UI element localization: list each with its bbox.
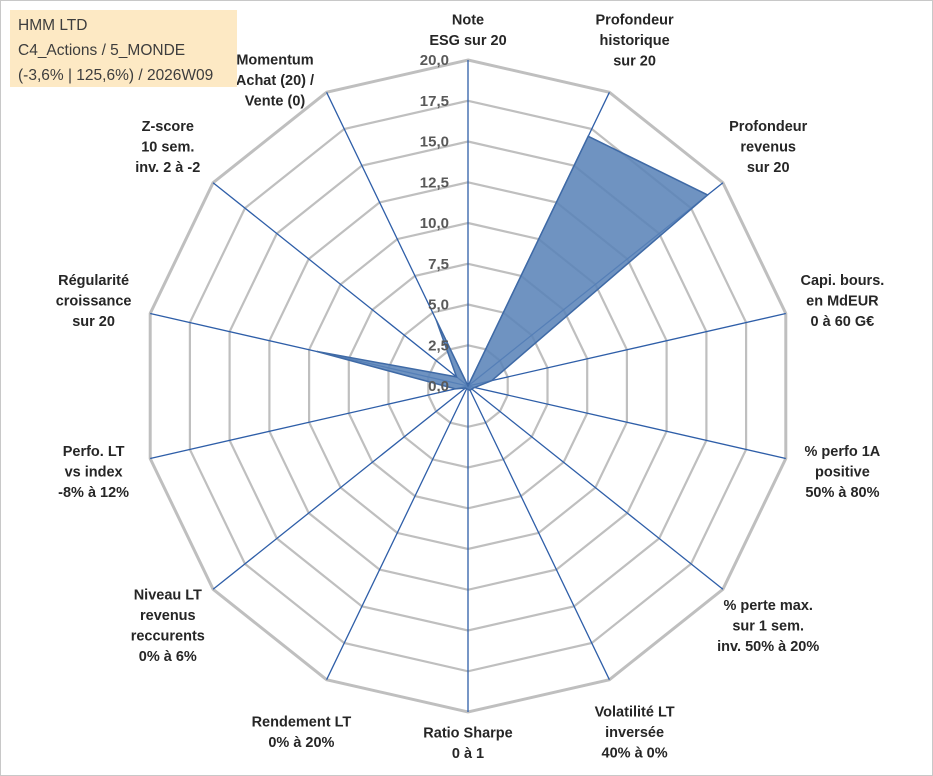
axis-label-line: 0 à 1 bbox=[452, 746, 484, 762]
axis-label-line: 40% à 0% bbox=[602, 746, 668, 762]
axis-label-line: % perfo 1A bbox=[805, 444, 881, 460]
spoke-13 bbox=[212, 182, 469, 387]
axis-label-line: 0% à 6% bbox=[139, 649, 197, 665]
tick-label: 2,5 bbox=[428, 337, 449, 354]
tick-label: 12,5 bbox=[420, 174, 449, 191]
spoke-7 bbox=[467, 385, 610, 680]
axis-label-line: Ratio Sharpe bbox=[423, 725, 512, 741]
company-name: HMM LTD bbox=[18, 17, 88, 34]
axis-label-line: inv. 2 à -2 bbox=[135, 160, 200, 176]
spoke-4 bbox=[467, 312, 786, 387]
axis-label-5: % perfo 1A positive 50% à 80% bbox=[805, 444, 881, 501]
axis-label-7: Volatilité LT inversée 40% à 0% bbox=[595, 705, 675, 762]
spoke-5 bbox=[467, 385, 786, 460]
axis-label-1: Note ESG sur 20 bbox=[429, 13, 506, 50]
axis-label-line: Niveau LT bbox=[134, 588, 202, 604]
axis-label-line: -8% à 12% bbox=[58, 485, 129, 501]
axis-label-14: Momentum Achat (20) / Vente (0) bbox=[236, 53, 314, 110]
spoke-10 bbox=[212, 385, 469, 590]
axis-label-8: Ratio Sharpe 0 à 1 bbox=[423, 725, 512, 762]
portfolio-category: C4_Actions / 5_MONDE bbox=[18, 42, 186, 59]
axis-label-line: inversée bbox=[605, 725, 664, 741]
axis-label-line: 0% à 20% bbox=[268, 735, 334, 751]
axis-label-line: 0 à 60 G€ bbox=[811, 314, 875, 330]
axis-label-11: Perfo. LT vs index -8% à 12% bbox=[58, 444, 129, 501]
spoke-11 bbox=[150, 385, 469, 460]
tick-label: 0,0 bbox=[428, 378, 449, 395]
axis-label-line: % perte max. bbox=[723, 598, 812, 614]
axis-label-line: Note bbox=[452, 13, 484, 29]
tick-label: 17,5 bbox=[420, 93, 449, 110]
tick-label: 5,0 bbox=[428, 297, 449, 314]
axis-label-12: Régularité croissance sur 20 bbox=[56, 273, 132, 330]
axis-label-line: revenus bbox=[740, 140, 796, 156]
axis-label-line: Momentum bbox=[236, 53, 313, 69]
axis-label-line: croissance bbox=[56, 294, 132, 310]
axis-label-line: Achat (20) / bbox=[236, 73, 314, 89]
spoke-6 bbox=[467, 385, 724, 590]
axis-label-13: Z-score 10 sem. inv. 2 à -2 bbox=[135, 119, 200, 176]
axis-label-line: Profondeur bbox=[729, 119, 807, 135]
radar-axis-labels: Note ESG sur 20 Profondeur historique sur 20… bbox=[56, 13, 885, 762]
radar-series bbox=[316, 135, 709, 392]
axis-label-line: 10 sem. bbox=[141, 140, 194, 156]
axis-label-line: vs index bbox=[65, 464, 123, 480]
tick-label: 7,5 bbox=[428, 256, 449, 273]
axis-label-line: sur 1 sem. bbox=[732, 618, 804, 634]
axis-label-line: sur 20 bbox=[613, 54, 656, 70]
info-box: HMM LTD C4_Actions / 5_MONDE (-3,6% | 12… bbox=[10, 10, 237, 87]
axis-label-line: Régularité bbox=[58, 273, 129, 289]
tick-label: 10,0 bbox=[420, 215, 449, 232]
axis-label-line: Rendement LT bbox=[252, 715, 352, 731]
spoke-9 bbox=[326, 385, 469, 680]
axis-label-line: historique bbox=[600, 33, 670, 49]
axis-label-line: Profondeur bbox=[596, 13, 674, 29]
axis-label-line: Capi. bours. bbox=[801, 273, 885, 289]
axis-label-2: Profondeur historique sur 20 bbox=[596, 13, 674, 70]
axis-label-3: Profondeur revenus sur 20 bbox=[729, 119, 807, 176]
axis-label-line: inv. 50% à 20% bbox=[717, 639, 819, 655]
axis-label-line: ESG sur 20 bbox=[429, 33, 506, 49]
tick-label: 15,0 bbox=[420, 134, 449, 151]
radar-tick-labels: 0,0 2,5 5,0 7,5 10,0 12,5 15,0 17,5 20,0 bbox=[420, 52, 449, 395]
axis-label-4: Capi. bours. en MdEUR 0 à 60 G€ bbox=[801, 273, 885, 330]
tick-label: 20,0 bbox=[420, 52, 449, 69]
axis-label-line: positive bbox=[815, 464, 870, 480]
axis-label-line: en MdEUR bbox=[806, 294, 879, 310]
axis-label-6: % perte max. sur 1 sem. inv. 50% à 20% bbox=[717, 598, 819, 655]
series-area bbox=[316, 135, 709, 392]
axis-label-line: Perfo. LT bbox=[63, 444, 125, 460]
axis-label-line: Volatilité LT bbox=[595, 705, 675, 721]
axis-label-10: Niveau LT revenus reccurents 0% à 6% bbox=[131, 588, 205, 666]
axis-label-line: Vente (0) bbox=[245, 94, 306, 110]
axis-label-line: revenus bbox=[140, 608, 196, 624]
axis-label-line: Z-score bbox=[142, 119, 194, 135]
axis-label-line: 50% à 80% bbox=[805, 485, 879, 501]
axis-label-9: Rendement LT 0% à 20% bbox=[252, 715, 352, 752]
axis-label-line: sur 20 bbox=[72, 314, 115, 330]
performance-period: (-3,6% | 125,6%) / 2026W09 bbox=[18, 67, 214, 84]
axis-label-line: sur 20 bbox=[747, 160, 790, 176]
axis-label-line: reccurents bbox=[131, 629, 205, 645]
